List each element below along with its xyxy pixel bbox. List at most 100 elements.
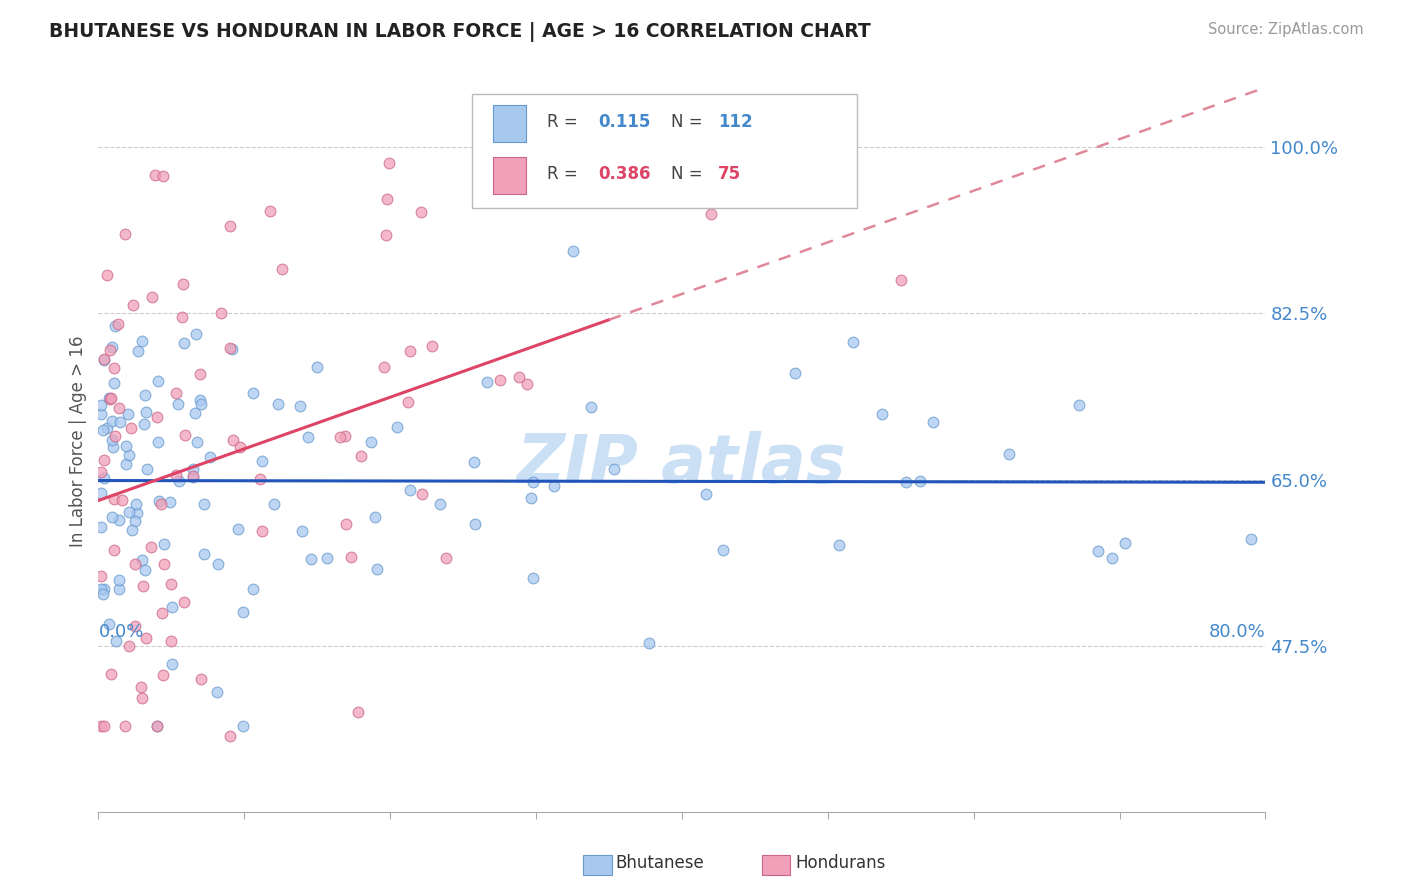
Point xyxy=(242,582,264,597)
Point xyxy=(150,607,173,621)
Point xyxy=(90,485,112,500)
FancyBboxPatch shape xyxy=(472,94,858,209)
Point xyxy=(183,406,205,420)
Point xyxy=(103,491,125,506)
Point xyxy=(90,520,112,534)
Point xyxy=(181,469,204,483)
Point xyxy=(115,457,138,471)
Point xyxy=(489,373,512,387)
Point xyxy=(93,353,115,368)
Point xyxy=(134,388,156,402)
Point xyxy=(181,469,204,483)
Point xyxy=(188,393,211,408)
Text: ZIP atlas: ZIP atlas xyxy=(517,431,846,497)
Point xyxy=(250,454,273,468)
Point xyxy=(232,719,254,733)
Point xyxy=(148,374,170,388)
Point xyxy=(543,479,565,493)
Point xyxy=(173,428,195,442)
Point xyxy=(396,394,419,409)
Text: 0.386: 0.386 xyxy=(598,164,651,183)
Point xyxy=(181,462,204,476)
Point xyxy=(360,434,382,449)
Point xyxy=(420,339,443,353)
Point xyxy=(188,368,211,382)
Point xyxy=(100,509,122,524)
Point xyxy=(108,401,131,415)
Point xyxy=(104,319,127,334)
Point xyxy=(159,577,181,591)
Point xyxy=(711,543,734,558)
Point xyxy=(579,400,602,414)
Point xyxy=(387,420,409,434)
Point xyxy=(93,351,115,366)
Point xyxy=(1240,533,1263,547)
Text: R =: R = xyxy=(547,112,582,131)
Point xyxy=(98,391,121,405)
Point xyxy=(90,569,112,583)
Point xyxy=(117,407,139,421)
Point xyxy=(120,421,142,435)
Point xyxy=(340,550,363,565)
Point xyxy=(146,409,169,424)
Point xyxy=(124,557,146,571)
Point xyxy=(173,594,195,608)
Point xyxy=(193,497,215,511)
Point xyxy=(93,452,115,467)
Point xyxy=(221,342,243,356)
Point xyxy=(872,407,894,421)
Point xyxy=(115,439,138,453)
Point xyxy=(828,538,851,552)
Point xyxy=(101,414,124,428)
Text: Hondurans: Hondurans xyxy=(796,855,886,872)
Point xyxy=(228,522,250,536)
Point xyxy=(135,631,157,645)
Bar xyxy=(494,104,526,142)
Point xyxy=(160,600,183,615)
Point xyxy=(894,475,917,490)
Point xyxy=(198,450,221,464)
Point xyxy=(219,219,242,234)
Point xyxy=(190,672,212,686)
Point xyxy=(93,471,115,485)
Point xyxy=(96,421,118,435)
Point xyxy=(152,169,174,183)
Point xyxy=(152,668,174,682)
Point xyxy=(100,391,122,405)
Point xyxy=(103,361,125,376)
Point xyxy=(522,475,544,489)
Point xyxy=(127,506,149,520)
Point xyxy=(637,636,659,650)
Point xyxy=(186,435,208,450)
Point xyxy=(101,340,124,354)
Point xyxy=(114,719,136,733)
Point xyxy=(131,553,153,567)
Text: Source: ZipAtlas.com: Source: ZipAtlas.com xyxy=(1208,22,1364,37)
Point xyxy=(205,684,228,698)
Point xyxy=(186,326,208,341)
Point xyxy=(122,298,145,312)
Point xyxy=(463,455,485,469)
Point xyxy=(508,370,530,384)
Point xyxy=(146,719,169,733)
Point xyxy=(132,417,155,431)
Point xyxy=(103,542,125,557)
Point xyxy=(373,359,395,374)
Point xyxy=(165,467,187,482)
Point xyxy=(346,705,368,719)
Point xyxy=(146,719,169,733)
Point xyxy=(520,491,543,505)
Point xyxy=(100,667,122,681)
Point xyxy=(124,618,146,632)
Point xyxy=(193,547,215,561)
Point xyxy=(107,573,129,587)
Point xyxy=(1114,536,1136,550)
Point xyxy=(841,334,863,349)
Point xyxy=(375,192,398,206)
Point xyxy=(297,430,319,444)
Point xyxy=(1087,544,1109,558)
Text: Bhutanese: Bhutanese xyxy=(616,855,704,872)
Point xyxy=(91,587,114,601)
Point xyxy=(695,487,717,501)
Point xyxy=(143,169,166,183)
